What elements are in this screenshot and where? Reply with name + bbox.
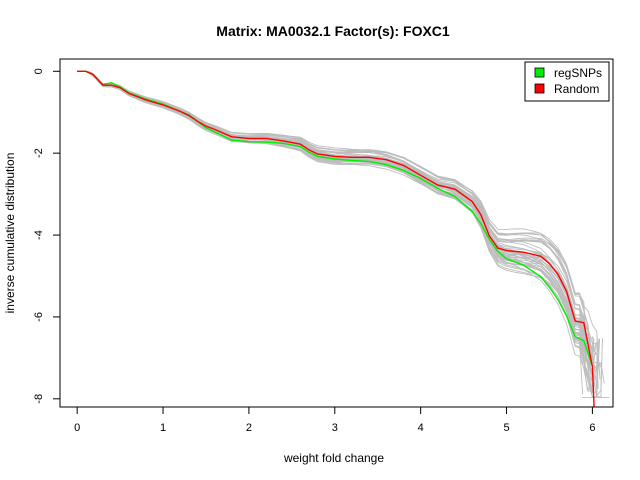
random-sim-line xyxy=(77,70,599,364)
random-sim-line xyxy=(77,70,590,381)
random-sim-line xyxy=(77,70,593,381)
x-tick-label: 5 xyxy=(503,422,509,434)
legend: regSNPs Random xyxy=(524,61,610,102)
y-tick-label: -6 xyxy=(33,312,45,322)
random-sim-line xyxy=(77,70,592,366)
random-sim-line xyxy=(77,70,597,377)
random-sim-line xyxy=(77,70,591,342)
legend-swatch-regsnps xyxy=(534,67,545,78)
y-axis-label: inverse cumulative distribution xyxy=(3,153,17,314)
y-tick-label: -8 xyxy=(33,394,45,404)
random-sim-line xyxy=(77,70,591,392)
random-sim-line xyxy=(77,70,586,352)
random-sim-line xyxy=(77,70,587,349)
random-sim-line xyxy=(77,70,593,368)
random-sim-line xyxy=(77,70,588,366)
random-sim-line xyxy=(77,70,593,360)
x-tick-label: 2 xyxy=(246,422,252,434)
random-sim-line xyxy=(77,70,595,376)
random-sim-line xyxy=(77,70,592,392)
random-sim-line xyxy=(77,70,601,389)
legend-label-random: Random xyxy=(554,82,599,96)
random-sim-line xyxy=(77,70,588,356)
x-tick-label: 0 xyxy=(74,422,80,434)
random-sim-line xyxy=(77,70,596,356)
y-tick-label: -4 xyxy=(33,230,45,240)
y-axis: 0 -2 -4 -6 -8 xyxy=(33,68,61,404)
x-tick-label: 3 xyxy=(332,422,338,434)
x-axis: 0 1 2 3 4 5 6 xyxy=(74,406,595,434)
random-sim-line xyxy=(77,70,601,380)
y-tick-label: -2 xyxy=(33,148,45,158)
random-sim-line xyxy=(77,70,605,384)
random-sim-line xyxy=(77,70,588,377)
x-tick-label: 4 xyxy=(418,422,424,434)
random-background-lines xyxy=(77,70,610,399)
random-sim-line xyxy=(77,70,602,398)
random-sim-line xyxy=(77,70,594,360)
random-sim-line xyxy=(77,70,595,388)
y-tick-label: 0 xyxy=(33,68,45,74)
random-sim-line xyxy=(77,70,585,365)
random-sim-line xyxy=(77,70,583,357)
random-sim-line xyxy=(77,70,590,369)
random-sim-line xyxy=(77,70,602,368)
random-sim-line xyxy=(77,70,584,395)
legend-swatch-random xyxy=(534,83,545,94)
random-sim-line xyxy=(77,70,597,392)
random-sim-line xyxy=(77,70,594,352)
x-tick-label: 1 xyxy=(160,422,166,434)
random-sim-line xyxy=(77,70,595,373)
series-line-regsnps xyxy=(77,70,594,367)
random-sim-line xyxy=(77,70,586,359)
random-sim-line xyxy=(77,70,588,364)
random-sim-line xyxy=(77,70,585,348)
chart-title: Matrix: MA0032.1 Factor(s): FOXC1 xyxy=(216,23,450,39)
series-layer xyxy=(77,70,595,408)
random-sim-line xyxy=(77,70,589,379)
random-sim-line xyxy=(77,70,599,390)
series-line-random xyxy=(77,70,595,408)
random-sim-line xyxy=(77,70,598,393)
random-sim-line xyxy=(77,70,587,362)
random-sim-line xyxy=(77,70,584,357)
random-sim-line xyxy=(77,70,588,390)
random-sim-line xyxy=(77,70,586,378)
legend-label-regsnps: regSNPs xyxy=(554,66,602,80)
x-axis-label: weight fold change xyxy=(283,451,384,465)
random-sim-line xyxy=(77,70,592,363)
x-tick-label: 6 xyxy=(589,422,595,434)
